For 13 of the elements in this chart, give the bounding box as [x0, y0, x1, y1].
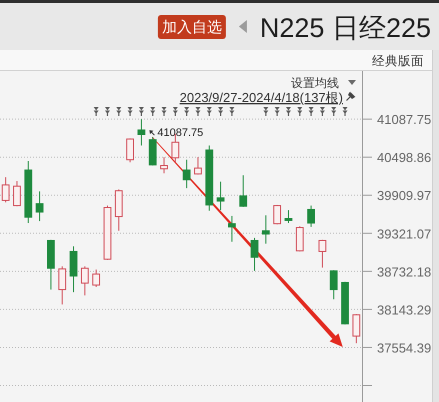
tab-label: 经典版面 — [372, 54, 424, 68]
ytick-label: 38732.18 — [377, 264, 432, 279]
annotation-max: 41087.75 — [157, 127, 204, 140]
ytick-label: 39909.97 — [377, 188, 432, 203]
ytick-label: 41087.75 — [377, 112, 432, 127]
ytick-label: 37554.39 — [377, 340, 432, 355]
ytick-label: 38143.29 — [377, 302, 432, 317]
button: 加入自选 — [158, 15, 226, 39]
title: N225 日经225 — [260, 13, 431, 43]
ytick-label: 40498.86 — [377, 150, 432, 165]
menu-label: 设置均线 — [291, 76, 339, 90]
ytick-label: 39321.07 — [377, 226, 432, 241]
subtitle: 2023/9/27-2024/4/18(137根) — [180, 90, 343, 105]
